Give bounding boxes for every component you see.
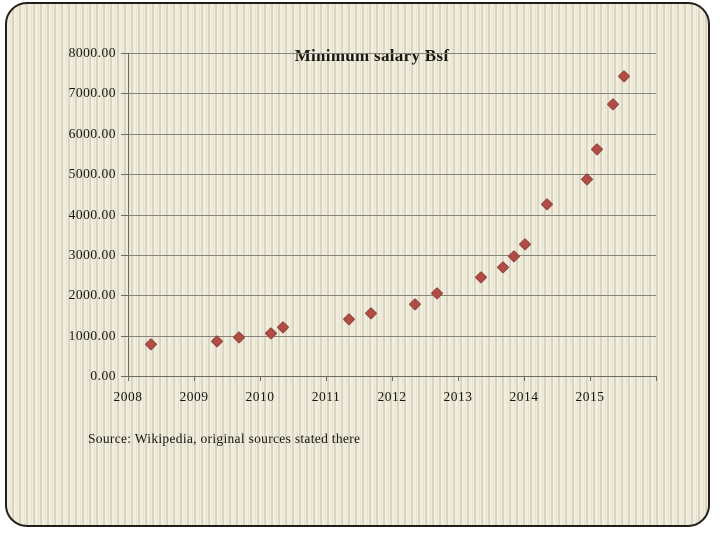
gridline-y-8000 [128, 53, 656, 54]
x-tick-2014 [524, 377, 525, 381]
data-point-marker [508, 249, 521, 262]
x-tick-2008 [128, 377, 129, 381]
y-axis-label: 7000.00 [68, 85, 116, 101]
data-point-marker [618, 70, 631, 83]
y-tick-6000 [121, 133, 128, 135]
data-point-marker [607, 97, 620, 110]
data-point-marker [145, 337, 158, 350]
gridline-y-7000 [128, 93, 656, 95]
y-tick-4000 [121, 214, 128, 216]
x-axis-label: 2008 [113, 389, 143, 404]
x-tick-2012 [392, 377, 393, 381]
gridline-y-5000 [128, 174, 656, 176]
data-point-marker [541, 198, 554, 211]
y-axis-label: 3000.00 [68, 246, 116, 262]
x-tick-2011 [326, 377, 327, 381]
data-point-marker [519, 237, 532, 250]
data-point-marker [232, 331, 245, 344]
data-point-marker [590, 142, 603, 156]
data-point-marker [475, 270, 488, 283]
x-tick-2016 [656, 377, 657, 381]
gridline-y-2000 [128, 295, 656, 297]
gridline-y-3000 [128, 254, 656, 256]
gridline-y-4000 [128, 214, 656, 216]
y-tick-0 [121, 376, 128, 377]
y-axis-label: 4000.00 [68, 206, 116, 222]
y-tick-8000 [121, 53, 128, 54]
x-axis-label: 2015 [575, 389, 605, 404]
y-axis-label: 2000.00 [68, 287, 116, 303]
y-axis-line [128, 53, 129, 376]
x-tick-2013 [458, 377, 459, 381]
y-axis-label: 6000.00 [68, 125, 116, 141]
data-point-marker [265, 327, 278, 340]
y-axis-label: 0.00 [90, 368, 116, 383]
x-tick-2009 [194, 377, 195, 381]
source-note: Source: Wikipedia, original sources stat… [88, 431, 361, 446]
y-axis-label: 1000.00 [68, 327, 116, 343]
x-axis-label: 2014 [509, 389, 539, 404]
data-point-marker [277, 320, 290, 333]
x-tick-2010 [260, 377, 261, 381]
gridline-y-6000 [128, 133, 656, 135]
data-point-marker [364, 307, 377, 320]
data-point-marker [343, 313, 356, 326]
y-tick-7000 [121, 93, 128, 95]
y-tick-5000 [121, 174, 128, 176]
y-axis-label: 5000.00 [68, 166, 116, 182]
chart-title: Minimum salary Bsf [294, 46, 450, 65]
data-point-marker [409, 298, 422, 311]
x-axis-label: 2013 [443, 389, 473, 404]
x-axis-label: 2010 [245, 389, 275, 404]
gridline-y-1000 [128, 335, 656, 337]
x-tick-2015 [590, 377, 591, 381]
x-axis-label: 2012 [377, 389, 407, 404]
x-axis-label: 2009 [179, 389, 209, 404]
x-axis-line [128, 376, 657, 377]
y-tick-3000 [121, 254, 128, 256]
slide-frame [5, 2, 710, 527]
data-point-marker [430, 287, 443, 300]
y-axis-label: 8000.00 [68, 45, 116, 60]
data-point-marker [496, 260, 509, 273]
x-axis-label: 2011 [311, 389, 341, 404]
y-tick-2000 [121, 295, 128, 297]
y-tick-1000 [121, 335, 128, 337]
